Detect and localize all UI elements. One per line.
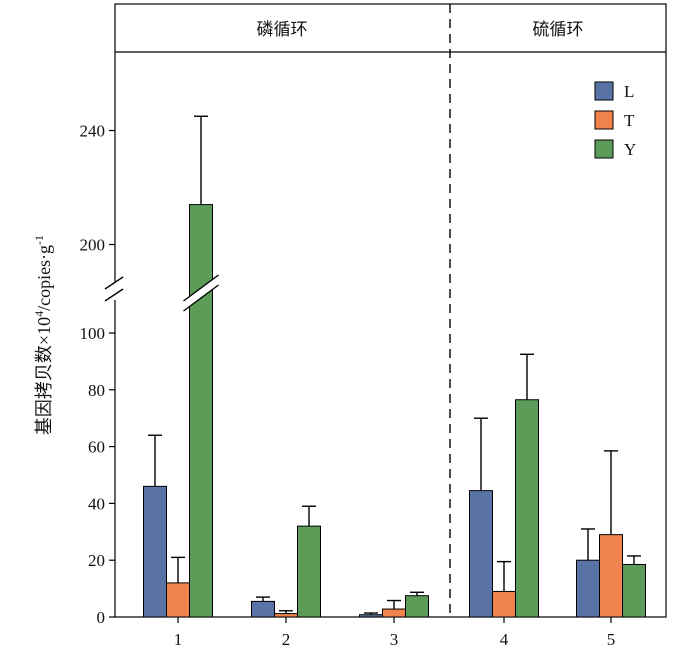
bar-T-5 xyxy=(599,534,623,618)
y-axis-label-text: 基因拷贝数×104/copies·g-1 xyxy=(32,235,54,435)
x-tick-label: 2 xyxy=(282,630,291,649)
x-tick-label: 1 xyxy=(174,630,183,649)
panel-title-sulfur: 硫循环 xyxy=(533,20,584,40)
legend-label-Y: Y xyxy=(624,140,636,159)
bar-break-mark xyxy=(183,274,219,302)
y-tick-label: 40 xyxy=(88,494,105,513)
bar-T-3 xyxy=(382,608,406,618)
y-tick-label: 60 xyxy=(88,438,105,457)
y-axis-label-unit-exponent: -1 xyxy=(32,235,46,245)
y-axis-label-main: 基因拷贝数×10 xyxy=(34,317,54,435)
bar-T-2 xyxy=(274,613,298,618)
axis-break-layer xyxy=(104,274,219,312)
bars-layer xyxy=(143,115,646,618)
bar-Y-2 xyxy=(297,525,321,618)
legend-swatch-L xyxy=(594,81,614,101)
y-tick-label: 200 xyxy=(80,236,106,255)
x-tick-label: 3 xyxy=(390,630,399,649)
x-tick-label: 5 xyxy=(607,630,616,649)
y-tick-label: 240 xyxy=(80,122,106,141)
legend-label-T: T xyxy=(624,111,635,130)
y-tick-label: 80 xyxy=(88,381,105,400)
bar-L-5 xyxy=(576,559,600,618)
bar-L-4 xyxy=(469,490,493,618)
bar-Y-3 xyxy=(405,595,429,618)
bar-Y-1 xyxy=(189,204,213,618)
axis-break-mark xyxy=(104,288,124,302)
bar-T-1 xyxy=(166,582,190,618)
y-tick-label: 20 xyxy=(88,551,105,570)
bar-Y-4 xyxy=(515,399,539,618)
bar-break-gap xyxy=(183,275,219,311)
bar-T-4 xyxy=(492,590,516,618)
bar-L-1 xyxy=(143,485,167,618)
legend-label-L: L xyxy=(624,82,634,101)
bar-L-2 xyxy=(251,600,275,618)
bar-break-mark xyxy=(183,284,219,312)
legend-swatch-T xyxy=(594,110,614,130)
x-tick-label: 4 xyxy=(500,630,509,649)
y-axis-label: 基因拷贝数×104/copies·g-1 xyxy=(32,235,54,435)
legend: LTY xyxy=(594,81,636,159)
y-tick-label: 100 xyxy=(80,324,106,343)
panel-title-phosphorus: 磷循环 xyxy=(257,20,308,40)
bar-Y-5 xyxy=(622,563,646,618)
axis-break-gap xyxy=(113,282,117,300)
y-axis-label-exponent: 4 xyxy=(32,311,46,317)
legend-swatch-Y xyxy=(594,139,614,159)
y-tick-label: 0 xyxy=(97,608,106,627)
y-axis-label-unit: /copies·g xyxy=(34,245,54,311)
bar-L-3 xyxy=(359,614,383,618)
axis-layer: 0 20 40 60 80 100 200 240 1 2 3 4 5 xyxy=(80,122,616,650)
axis-break-mark xyxy=(104,276,124,290)
